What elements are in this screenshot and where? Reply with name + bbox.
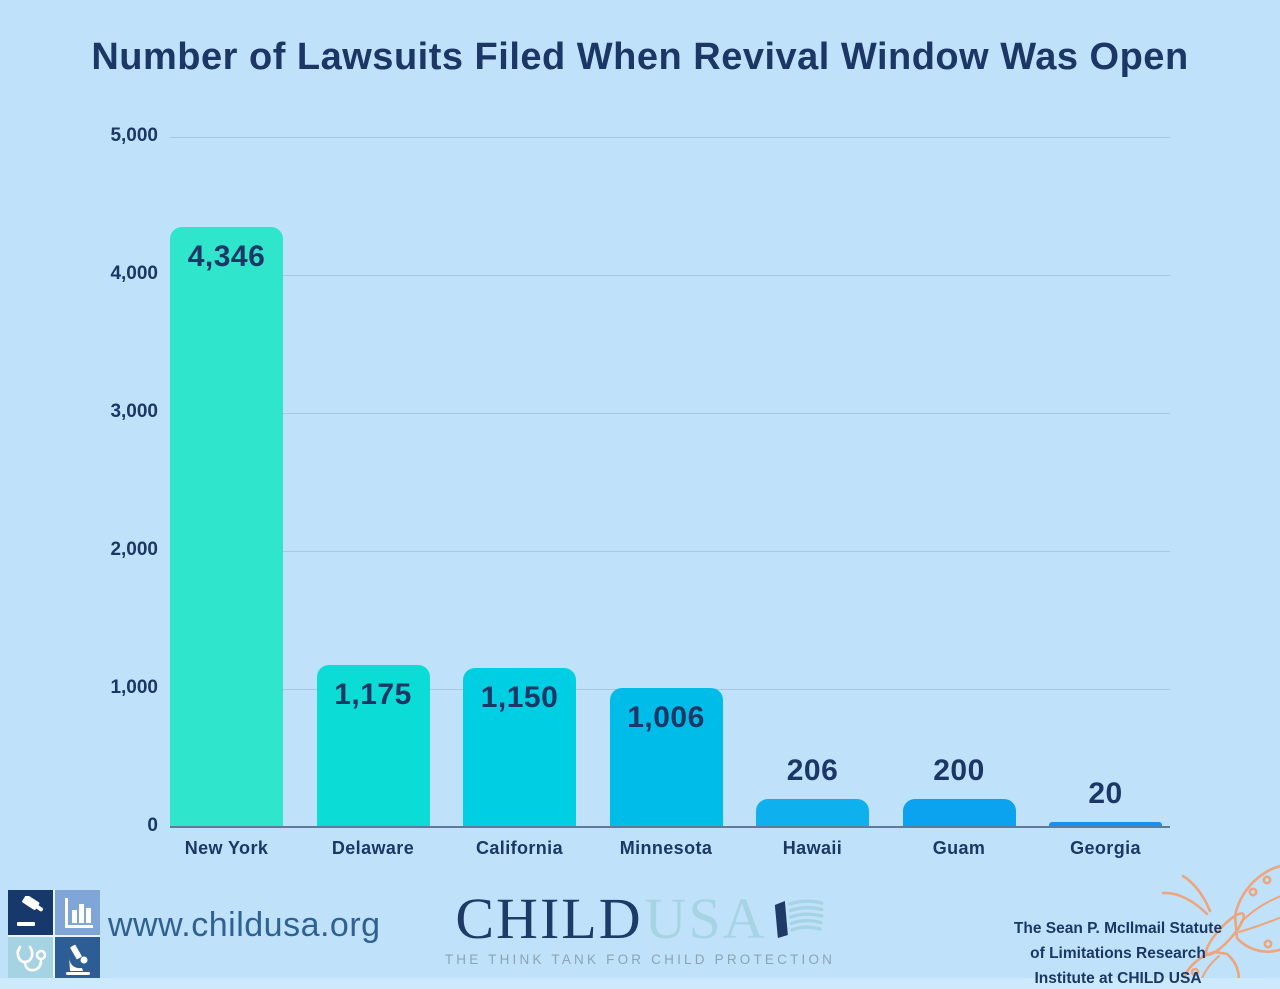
bar-new-york (170, 227, 283, 827)
x-label-georgia: Georgia (1070, 838, 1141, 858)
x-label-california: California (475, 838, 563, 858)
bar-chart-icon (55, 890, 100, 935)
chart-title: Number of Lawsuits Filed When Revival Wi… (91, 36, 1189, 78)
institute-line-2: of Limitations Research (1030, 945, 1206, 963)
institute-line-3: Institute at CHILD USA (1034, 970, 1202, 988)
value-label-new-york: 4,346 (187, 240, 266, 274)
value-label-hawaii: 206 (786, 753, 839, 787)
institute-text: The Sean P. McIlmail Statute of Limitati… (968, 916, 1268, 989)
x-label-guam: Guam (932, 838, 986, 858)
y-tick-label-0: 0 (147, 815, 158, 836)
bar-chart: 5,000 4,000 3,000 2,000 1,000 0 4,346 New York 1… (110, 125, 1170, 858)
bar-delaware (316, 664, 430, 827)
y-tick-label-3000: 3,000 (110, 401, 158, 422)
gridline-2000 (170, 551, 1170, 552)
childusa-flag-icon (773, 897, 825, 944)
gridline-0 (170, 826, 1170, 828)
footer: www.childusa.org CHILD USA (0, 865, 1280, 989)
value-label-georgia: 20 (1088, 777, 1123, 810)
y-tick-label-5000: 5,000 (110, 125, 158, 146)
y-tick-label-4000: 4,000 (110, 263, 158, 284)
gavel-icon (8, 890, 53, 935)
value-label-guam: 200 (933, 754, 985, 788)
childusa-wordmark: CHILD USA THE THINK TANK FOR CHILD (444, 886, 836, 968)
bottom-strip (0, 978, 1280, 989)
value-label-california: 1,150 (480, 681, 559, 715)
x-label-hawaii: Hawaii (782, 838, 843, 858)
x-label-new-york: New York (184, 838, 269, 858)
wordmark-usa: USA (644, 886, 767, 951)
bar-guam (902, 799, 1016, 827)
institute-line-1: The Sean P. McIlmail Statute (1013, 920, 1223, 937)
bar-california (463, 668, 576, 827)
childusa-logo (8, 890, 100, 982)
gridline-4000 (170, 275, 1170, 276)
microscope-icon (55, 937, 100, 982)
wordmark-child: CHILD (455, 886, 643, 951)
bar-hawaii (756, 798, 869, 827)
y-tick-label-1000: 1,000 (110, 677, 158, 698)
website-url: www.childusa.org (108, 906, 381, 944)
gridline-3000 (170, 413, 1170, 414)
institute-block: The Sean P. McIlmail Statute of Limitati… (960, 860, 1280, 989)
x-label-delaware: Delaware (331, 838, 415, 858)
x-label-minnesota: Minnesota (619, 838, 713, 858)
gridline-5000 (170, 137, 1170, 138)
bar-minnesota (609, 688, 723, 827)
value-label-delaware: 1,175 (334, 677, 412, 711)
stethoscope-icon (8, 937, 53, 982)
bar-georgia (1049, 822, 1162, 827)
y-tick-label-2000: 2,000 (110, 539, 158, 560)
wordmark-tagline: THE THINK TANK FOR CHILD PROTECTION (444, 952, 836, 967)
value-label-minnesota: 1,006 (627, 701, 705, 735)
butterfly-icon (1137, 856, 1280, 989)
